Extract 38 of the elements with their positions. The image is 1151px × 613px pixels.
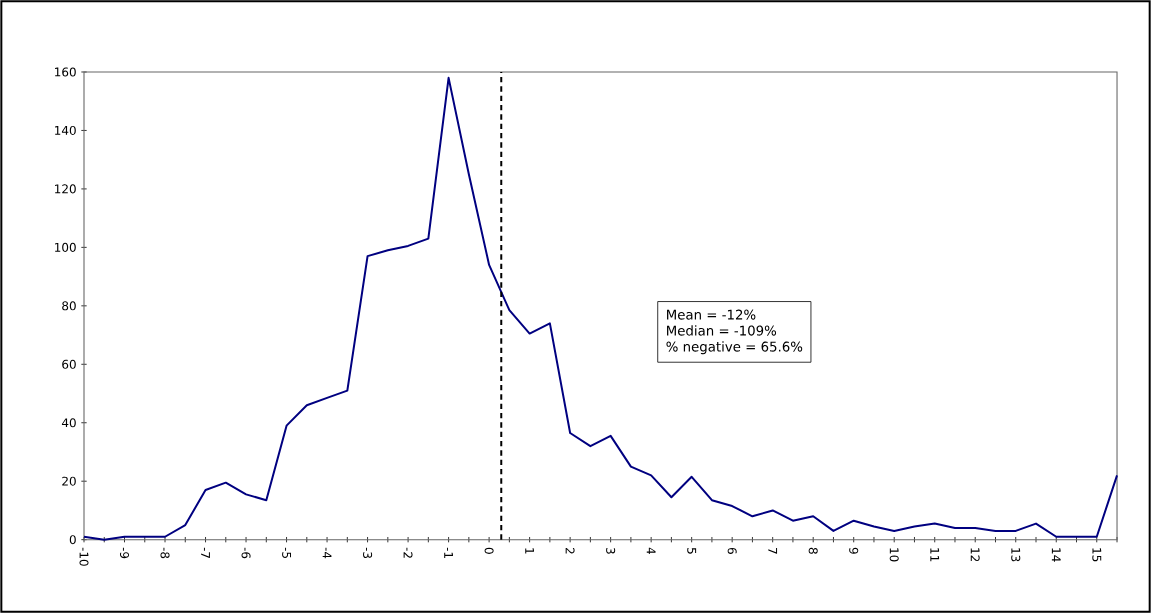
x-tick-label: 15 xyxy=(1092,548,1102,562)
x-tick-label: -9 xyxy=(119,547,130,559)
x-tick-label: 0 xyxy=(484,547,494,554)
x-tick-label: -8 xyxy=(160,547,170,559)
x-tick-label: 9 xyxy=(849,547,859,554)
x-tick-label: 10 xyxy=(889,548,899,562)
y-tick-label: 20 xyxy=(62,476,76,486)
x-tick-label: 11 xyxy=(930,548,940,562)
x-tick-label: 6 xyxy=(727,547,737,554)
x-tick-label: -6 xyxy=(241,547,251,559)
x-tick-label: 13 xyxy=(1011,548,1021,562)
x-tick-label: -1 xyxy=(444,547,453,558)
y-tick-label: 160 xyxy=(55,67,76,77)
annotation: % negative = 65.6% xyxy=(666,341,803,355)
x-tick-label: 5 xyxy=(687,547,697,554)
y-tick-label: 0 xyxy=(69,535,76,545)
x-tick-label: 2 xyxy=(565,547,575,554)
x-tick-label: -10 xyxy=(79,547,89,566)
y-tick-label: 120 xyxy=(55,184,76,194)
annotation: Median = -109% xyxy=(667,325,777,336)
x-tick-label: 12 xyxy=(970,548,980,562)
x-tick-label: -2 xyxy=(403,547,413,558)
y-tick-label: 80 xyxy=(62,301,76,311)
x-tick-label: -7 xyxy=(201,547,210,558)
y-tick-label: 60 xyxy=(62,359,76,369)
x-tick-label: -4 xyxy=(322,547,332,559)
x-tick-label: 3 xyxy=(606,547,616,554)
x-tick-label: -3 xyxy=(363,547,373,559)
y-tick-label: 140 xyxy=(55,125,76,135)
x-tick-label: 1 xyxy=(525,548,534,554)
x-tick-label: -5 xyxy=(282,547,292,558)
y-tick-label: 40 xyxy=(61,418,76,428)
y-tick-label: 100 xyxy=(55,242,76,252)
x-tick-label: 7 xyxy=(768,548,778,554)
x-tick-label: 4 xyxy=(646,547,656,555)
x-tick-label: 14 xyxy=(1051,548,1061,562)
x-tick-label: 8 xyxy=(808,547,818,554)
annotation: Mean = -12% xyxy=(667,309,756,320)
